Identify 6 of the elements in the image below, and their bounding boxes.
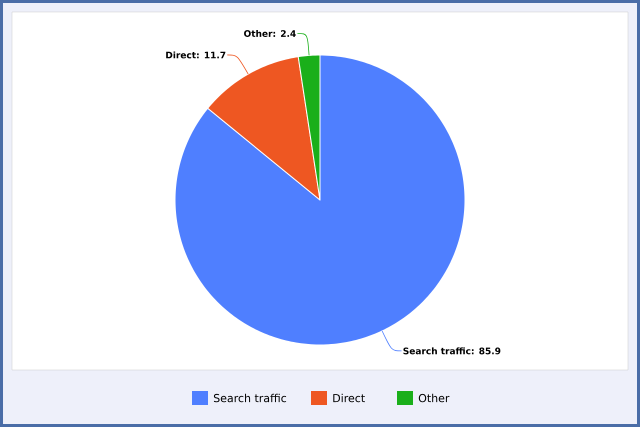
legend-label: Other: [418, 394, 450, 402]
data-label: Other: 2.4: [244, 30, 296, 37]
legend-label: Direct: [333, 394, 365, 402]
data-label: Search traffic: 85.9: [403, 347, 500, 354]
data-label: Direct: 11.7: [166, 51, 226, 58]
legend-label: Search traffic: [214, 394, 286, 402]
